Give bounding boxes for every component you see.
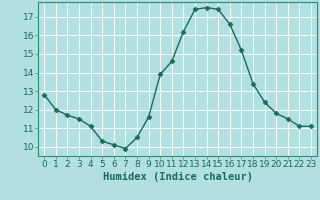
X-axis label: Humidex (Indice chaleur): Humidex (Indice chaleur) [103, 172, 252, 182]
